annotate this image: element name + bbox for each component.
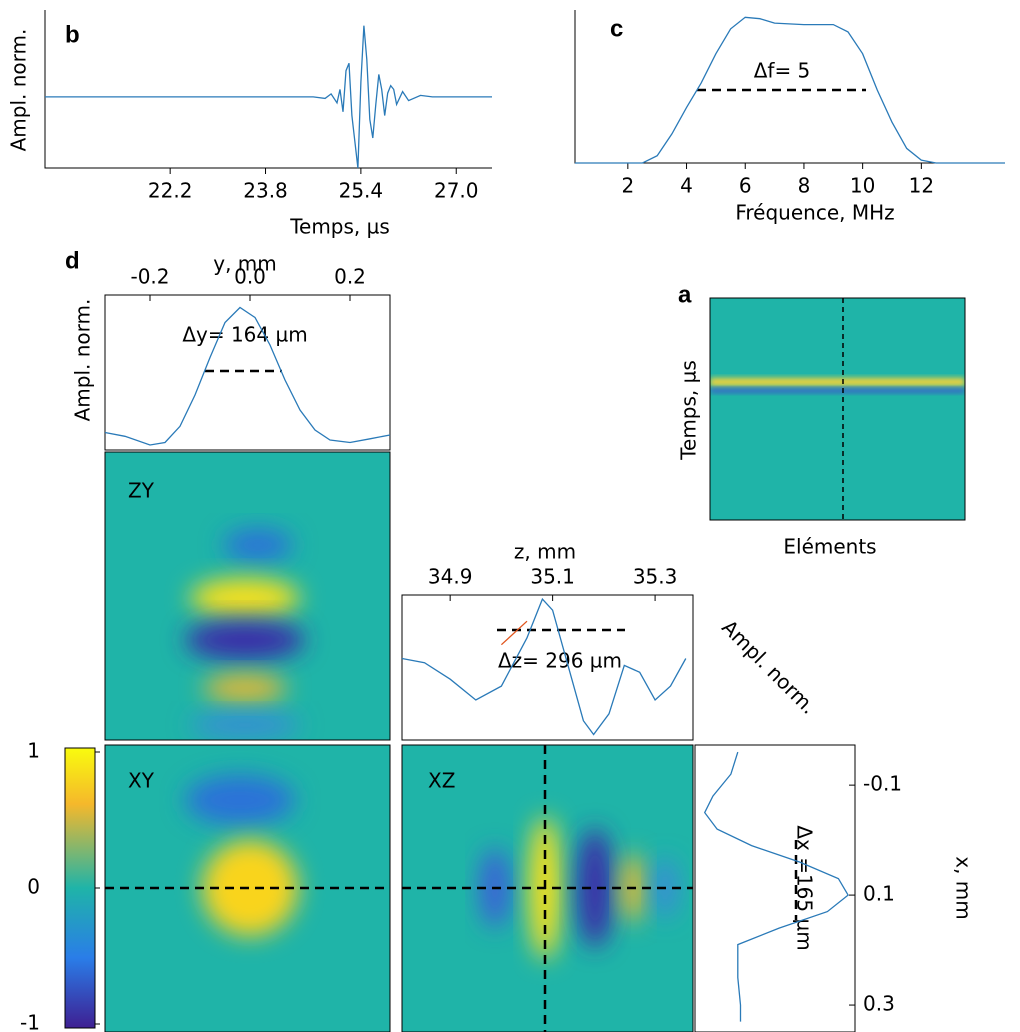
x-tick-label: 0.2 [334,265,366,289]
axis-line [44,10,492,169]
line [45,25,492,169]
y-axis-label: Temps, µs [677,360,701,461]
x-axis-label: y, mm [213,252,277,276]
axis-line [574,10,1005,164]
x-tick-label: 12 [909,174,934,198]
frame [401,744,694,1032]
heatmap-a [710,298,965,520]
x-tick-label: 10 [850,174,875,198]
colorbar-tick-label: -1 [20,1011,40,1032]
x-tick-label: 23.8 [243,179,288,203]
frame [694,744,856,1032]
x-axis-label: Fréquence, MHz [735,201,894,225]
frame [104,451,391,741]
heatmap-xy [105,745,390,1032]
x-tick-label: 6 [739,174,752,198]
x-tick-label: 2 [621,174,634,198]
colorbar [64,747,96,1029]
x-tick-label: -0.2 [130,265,169,289]
heatmap-zy [105,452,390,740]
x-axis-label: z, mm [514,540,576,564]
frame [709,297,966,521]
x-tick-label: 34.9 [428,565,473,589]
frame [104,294,391,451]
annotation: Δz= 296 µm [498,649,622,673]
x-axis-label: Eléments [783,535,876,559]
annotation: Δx =165 µm [793,825,817,950]
x-tick-label: 0.0 [234,265,266,289]
panel-label: a [678,281,692,308]
y-axis-label: Ampl. norm. [717,615,821,719]
x-tick-label: 8 [798,174,811,198]
panel-label: b [65,21,80,48]
heatmap-title: XY [128,769,155,793]
line [104,306,391,446]
heatmap-xz [402,745,693,1032]
x-tick-label: 4 [680,174,693,198]
x-tick-label: -0.1 [863,772,902,796]
frame [401,594,694,741]
colorbar-tick-label: 1 [27,739,40,763]
x-tick-label: 0.3 [863,992,895,1016]
x-tick-label: 25.4 [339,179,384,203]
line [575,16,1005,164]
panel-label: c [610,15,623,42]
line [703,751,849,1022]
line [401,597,687,736]
annotation: Δf= 5 [754,59,811,83]
y-axis-label: Ampl. norm. [7,29,31,152]
x-tick-label: 0.1 [863,882,895,906]
colorbar-tick-label: 0 [27,875,40,899]
x-tick-label: 27.0 [434,179,479,203]
panel-label: d [65,247,80,274]
x-tick-label: 22.2 [148,179,193,203]
heatmap-title: XZ [428,769,455,793]
annotation: Δy= 164 µm [182,323,307,347]
frame [104,744,391,1032]
x-axis-label: Temps, µs [289,215,390,239]
heatmap-title: ZY [128,479,155,503]
y-axis-label: Ampl. norm. [71,299,95,422]
x-tick-label: 35.3 [633,565,678,589]
x-tick-label: 35.1 [530,565,575,589]
x-axis-label: x, mm [952,856,976,920]
